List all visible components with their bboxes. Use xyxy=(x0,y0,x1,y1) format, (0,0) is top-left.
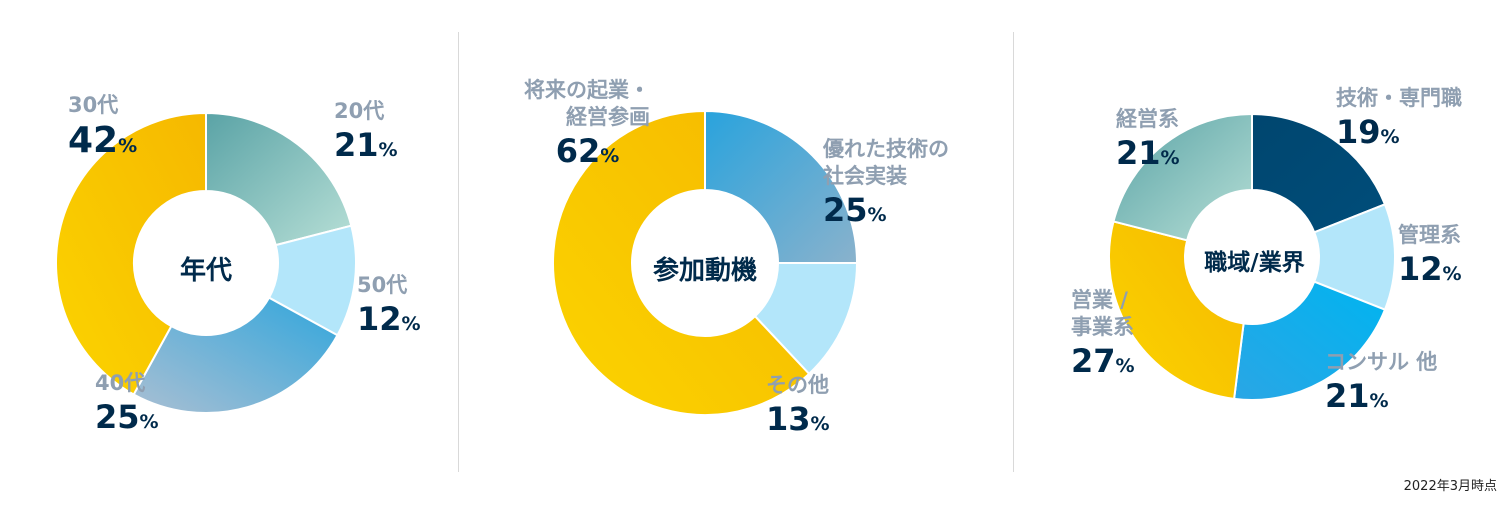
slice-2-2 xyxy=(1232,280,1387,401)
slice-label: 40代 xyxy=(95,371,146,395)
slice-value: 21% xyxy=(1325,377,1389,415)
slice-value: 62% xyxy=(555,132,620,170)
data-label-entrepreneurship: 将来の起業・ 経営参画 62% xyxy=(505,77,650,167)
data-label-50s: 50代 12% xyxy=(357,272,421,335)
footnote-date: 2022年3月時点 xyxy=(1403,479,1497,494)
data-label-management: 管理系 12% xyxy=(1398,222,1462,285)
slice-value: 27% xyxy=(1071,342,1135,380)
slice-label: 営業 / 事業系 xyxy=(1071,288,1134,339)
slice-value: 21% xyxy=(334,126,398,164)
slice-value: 12% xyxy=(357,300,421,338)
slice-label: 50代 xyxy=(357,273,408,297)
slice-label: 技術・専門職 xyxy=(1336,86,1462,110)
data-label-consulting: コンサル 他 21% xyxy=(1325,349,1437,412)
data-label-other: その他 13% xyxy=(766,372,830,435)
slice-label: 経営系 xyxy=(1116,107,1179,131)
center-title-age: 年代 xyxy=(179,256,232,286)
slice-0-2 xyxy=(132,296,339,414)
slice-2-0 xyxy=(1251,112,1387,234)
slice-0-0 xyxy=(205,111,353,247)
data-label-30s: 30代 42% xyxy=(68,92,137,159)
divider-left xyxy=(458,32,459,472)
slice-label: その他 xyxy=(766,373,829,397)
slice-1-2 xyxy=(552,109,811,416)
slice-0-3 xyxy=(55,111,207,396)
slice-value: 42% xyxy=(68,120,138,161)
donut-motivation xyxy=(552,109,859,416)
donut-age xyxy=(55,111,357,414)
data-label-20s: 20代 21% xyxy=(334,98,398,161)
center-title-motivation: 参加動機 xyxy=(652,256,757,286)
slice-value: 21% xyxy=(1116,134,1180,172)
center-title-occupation: 職域/業界 xyxy=(1204,250,1305,276)
slice-label: 優れた技術の 社会実装 xyxy=(823,137,949,188)
slice-label: コンサル 他 xyxy=(1325,350,1438,374)
slice-value: 12% xyxy=(1398,250,1462,288)
data-label-40s: 40代 25% xyxy=(95,370,159,433)
slice-label: 30代 xyxy=(68,93,119,117)
slice-value: 19% xyxy=(1336,113,1400,151)
slice-label: 将来の起業・ 経営参画 xyxy=(524,78,650,129)
data-label-tech-implementation: 優れた技術の 社会実装 25% xyxy=(823,136,949,226)
data-label-technical: 技術・専門職 19% xyxy=(1336,85,1462,148)
slice-label: 管理系 xyxy=(1398,223,1461,247)
slice-value: 25% xyxy=(823,191,887,229)
slice-1-0 xyxy=(704,109,859,264)
slice-2-3 xyxy=(1108,220,1245,400)
divider-right xyxy=(1013,32,1014,472)
data-label-executive: 経営系 21% xyxy=(1116,106,1180,169)
slice-value: 25% xyxy=(95,398,159,436)
slice-2-4 xyxy=(1112,112,1253,242)
data-label-sales: 営業 / 事業系 27% xyxy=(1071,287,1135,377)
slice-label: 20代 xyxy=(334,99,385,123)
donut-occupation xyxy=(1108,112,1396,401)
slice-value: 13% xyxy=(766,400,830,438)
